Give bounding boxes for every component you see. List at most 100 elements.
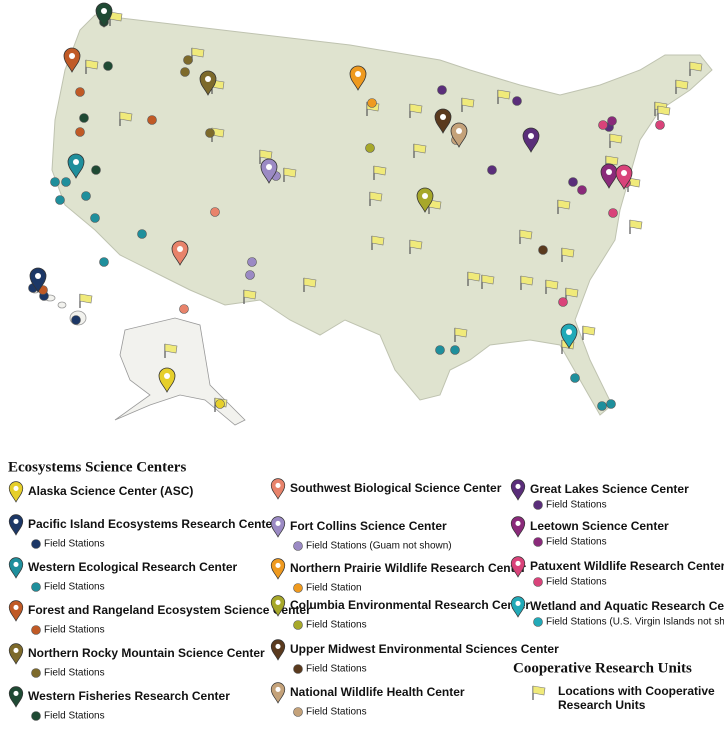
coop-flag xyxy=(461,97,475,112)
field-station xyxy=(607,116,617,126)
flag-cloth xyxy=(191,47,205,58)
center-name: National Wildlife Health Center xyxy=(290,685,465,699)
field-station xyxy=(31,711,41,721)
pin-center xyxy=(456,128,462,134)
pin-center xyxy=(515,483,521,489)
field-station xyxy=(55,195,65,205)
pin xyxy=(63,47,81,73)
coop-flag xyxy=(532,685,546,700)
coop-flag xyxy=(657,105,671,120)
field-station xyxy=(179,304,189,314)
coop-flag xyxy=(369,191,383,206)
field-stations-label: Field Stations xyxy=(44,668,105,679)
field-station xyxy=(293,664,303,674)
pin-center xyxy=(621,170,627,176)
pin-body xyxy=(615,164,633,190)
pin xyxy=(8,643,24,665)
field-stations-label: Field Stations xyxy=(546,500,607,511)
field-station xyxy=(215,399,225,409)
field-station xyxy=(606,399,616,409)
pin-center xyxy=(73,159,79,165)
pin-body xyxy=(510,596,526,618)
field-stations-label: Field Stations xyxy=(44,625,105,636)
pin-center xyxy=(13,561,19,567)
field-stations-label: Field Stations xyxy=(546,577,607,588)
coop-flag xyxy=(409,239,423,254)
coop-flag xyxy=(561,247,575,262)
coop-flag xyxy=(467,271,481,286)
pin-body xyxy=(8,514,24,536)
center-name: Patuxent Wildlife Research Center xyxy=(530,559,724,573)
pin-body xyxy=(560,323,578,349)
pin xyxy=(560,323,578,349)
field-station xyxy=(597,401,607,411)
coop-flag xyxy=(409,103,423,118)
pin-body xyxy=(158,367,176,393)
legend: Ecosystems Science Centers Cooperative R… xyxy=(8,459,724,721)
coop-label: Locations with Cooperative xyxy=(558,684,715,698)
field-station xyxy=(577,185,587,195)
center-name: Northern Prairie Wildlife Research Cente… xyxy=(290,561,526,575)
coop-flag xyxy=(85,59,99,74)
pin xyxy=(615,164,633,190)
pin-center xyxy=(440,114,446,120)
coop-flag xyxy=(609,133,623,148)
field-station xyxy=(570,373,580,383)
field-station xyxy=(91,165,101,175)
pin-center xyxy=(101,8,107,14)
pin-body xyxy=(270,558,286,580)
coop-label: Research Units xyxy=(558,698,646,712)
center-name: Leetown Science Center xyxy=(530,519,669,533)
pin-body xyxy=(8,600,24,622)
pin xyxy=(270,558,286,580)
pin-center xyxy=(164,373,170,379)
flag-cloth xyxy=(657,105,671,116)
pin xyxy=(67,153,85,179)
pin-center xyxy=(13,604,19,610)
flag-cloth xyxy=(369,191,383,202)
pin xyxy=(171,240,189,266)
pin-body xyxy=(510,479,526,501)
coop-flag xyxy=(283,167,297,182)
flag-cloth xyxy=(413,143,427,154)
field-station xyxy=(450,345,460,355)
field-station xyxy=(90,213,100,223)
pin-body xyxy=(522,127,540,153)
flag-cloth xyxy=(461,97,475,108)
field-station xyxy=(655,120,665,130)
flag-cloth xyxy=(371,235,385,246)
field-stations-label: Field Stations xyxy=(44,711,105,722)
flag-cloth xyxy=(303,277,317,288)
flag-cloth xyxy=(119,111,133,122)
flag-cloth xyxy=(557,199,571,210)
field-station xyxy=(533,500,543,510)
pin xyxy=(270,682,286,704)
pin-center xyxy=(35,273,41,279)
pin-center xyxy=(275,482,281,488)
field-station xyxy=(75,127,85,137)
pin-body xyxy=(8,557,24,579)
field-station xyxy=(487,165,497,175)
field-station xyxy=(210,207,220,217)
coop-flag xyxy=(689,61,703,76)
pin-center xyxy=(69,53,75,59)
pin-body xyxy=(434,108,452,134)
field-station xyxy=(31,539,41,549)
field-station xyxy=(533,617,543,627)
pin-center xyxy=(275,686,281,692)
field-station xyxy=(367,98,377,108)
field-stations-label: Field Stations xyxy=(306,664,367,675)
coop-flag xyxy=(519,229,533,244)
center-name: Forest and Rangeland Ecosystem Science C… xyxy=(28,603,311,617)
pin xyxy=(158,367,176,393)
pin-body xyxy=(8,643,24,665)
pin-body xyxy=(29,267,47,293)
pin-center xyxy=(422,193,428,199)
pin xyxy=(95,2,113,28)
pin xyxy=(270,478,286,500)
pin-body xyxy=(95,2,113,28)
pin xyxy=(199,70,217,96)
field-station xyxy=(538,245,548,255)
field-station xyxy=(31,625,41,635)
pin xyxy=(8,686,24,708)
